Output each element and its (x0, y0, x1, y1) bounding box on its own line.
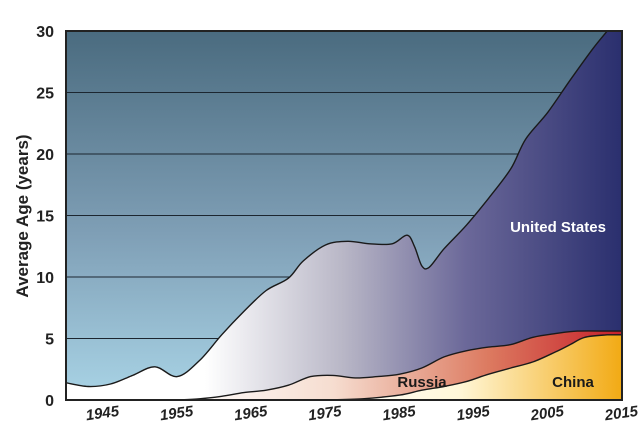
plot-frame (65, 30, 623, 401)
y-axis-title: Average Age (years) (13, 134, 32, 297)
x-tick-label: 1995 (455, 403, 491, 425)
x-tick-label: 2015 (603, 403, 640, 425)
y-axis-ticks: 0 5 10 15 20 25 30 (36, 24, 54, 410)
area-russia-outline (177, 330, 622, 400)
series-label-russia: Russia (397, 374, 447, 391)
area-united-states (66, 31, 622, 400)
series-label-china: China (552, 374, 594, 391)
area-united-states-outline (66, 31, 622, 388)
x-tick-label: 1945 (85, 403, 121, 425)
y-tick-label: 0 (45, 393, 54, 410)
x-tick-label: 1975 (307, 403, 343, 425)
x-tick-label: 1955 (159, 403, 195, 425)
x-axis-ticks: 1945 1955 1965 1975 1985 1995 2005 2015 (85, 403, 640, 425)
y-tick-label: 5 (45, 332, 54, 349)
y-tick-label: 10 (36, 270, 54, 287)
x-tick-label: 1965 (233, 403, 269, 425)
y-tick-label: 25 (36, 86, 54, 103)
area-china (325, 334, 622, 400)
y-tick-label: 20 (36, 147, 54, 164)
x-tick-label: 2005 (529, 403, 566, 425)
area-china-outline (325, 334, 622, 400)
x-tick-label: 1985 (381, 403, 417, 425)
y-tick-label: 30 (36, 24, 54, 41)
series-label-united-states: United States (510, 219, 606, 236)
y-tick-label: 15 (36, 209, 54, 226)
areas (66, 31, 622, 400)
